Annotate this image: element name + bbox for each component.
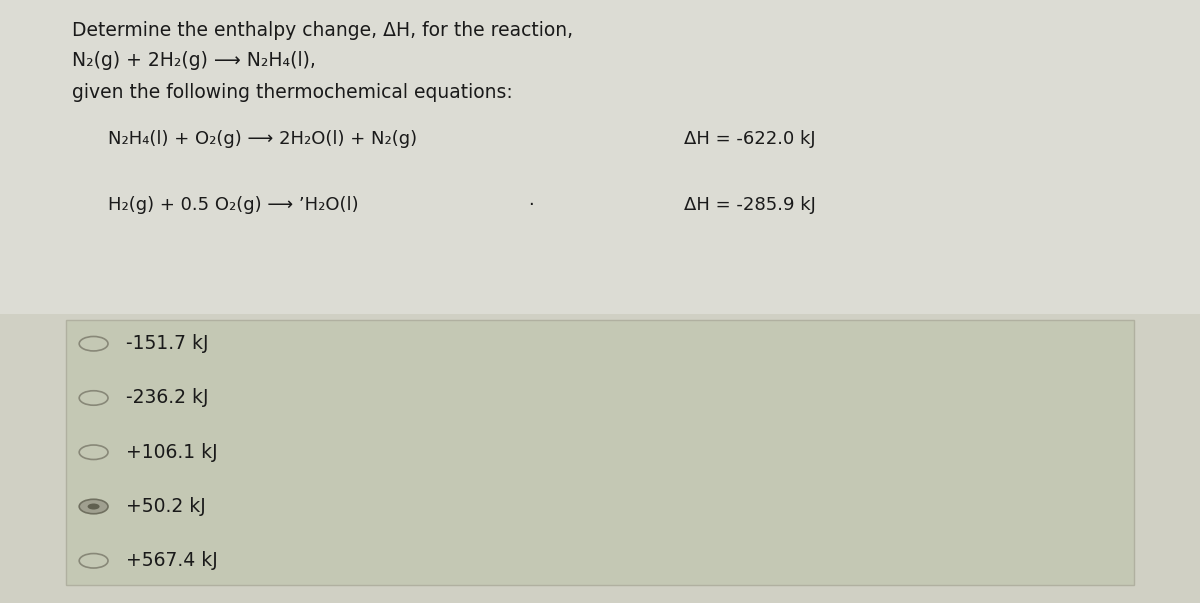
Text: -236.2 kJ: -236.2 kJ bbox=[126, 388, 209, 408]
Circle shape bbox=[79, 554, 108, 568]
Text: +567.4 kJ: +567.4 kJ bbox=[126, 551, 217, 570]
Text: N₂(g) + 2H₂(g) ⟶ N₂H₄(l),: N₂(g) + 2H₂(g) ⟶ N₂H₄(l), bbox=[72, 51, 316, 71]
Text: +50.2 kJ: +50.2 kJ bbox=[126, 497, 205, 516]
Text: -151.7 kJ: -151.7 kJ bbox=[126, 334, 209, 353]
Text: ΔH = -285.9 kJ: ΔH = -285.9 kJ bbox=[684, 196, 816, 214]
Circle shape bbox=[88, 504, 100, 510]
Circle shape bbox=[79, 336, 108, 351]
Text: N₂H₄(l) + O₂(g) ⟶ 2H₂O(l) + N₂(g): N₂H₄(l) + O₂(g) ⟶ 2H₂O(l) + N₂(g) bbox=[108, 130, 418, 148]
Text: ·: · bbox=[528, 196, 534, 214]
FancyBboxPatch shape bbox=[66, 320, 1134, 585]
Text: Determine the enthalpy change, ΔH, for the reaction,: Determine the enthalpy change, ΔH, for t… bbox=[72, 21, 574, 40]
FancyBboxPatch shape bbox=[0, 0, 1200, 314]
Circle shape bbox=[79, 499, 108, 514]
Circle shape bbox=[79, 445, 108, 459]
Text: given the following thermochemical equations:: given the following thermochemical equat… bbox=[72, 83, 512, 103]
Text: ΔH = -622.0 kJ: ΔH = -622.0 kJ bbox=[684, 130, 816, 148]
Circle shape bbox=[79, 391, 108, 405]
Text: H₂(g) + 0.5 O₂(g) ⟶ ʼH₂O(l): H₂(g) + 0.5 O₂(g) ⟶ ʼH₂O(l) bbox=[108, 196, 359, 214]
Text: +106.1 kJ: +106.1 kJ bbox=[126, 443, 217, 462]
